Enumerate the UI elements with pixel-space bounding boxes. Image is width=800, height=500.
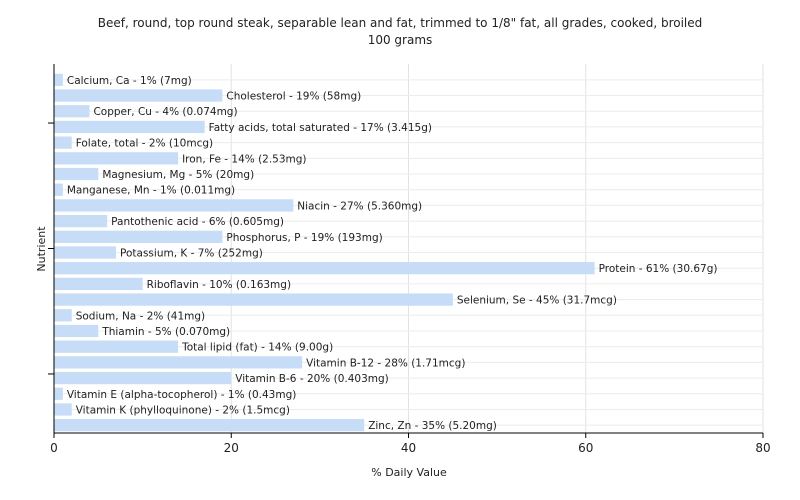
bar-19: [54, 371, 232, 385]
bar-22: [54, 419, 365, 432]
bar-1: [54, 89, 223, 102]
bar-label-11: Potassium, K - 7% (252mg): [120, 248, 263, 260]
bar-label-19: Vitamin B-6 - 20% (0.403mg): [235, 373, 389, 385]
axes: 0 20 40 60 80: [48, 64, 771, 455]
bar-label-2: Copper, Cu - 4% (0.074mg): [93, 106, 237, 118]
bar-5: [54, 152, 179, 165]
bar-4: [54, 136, 72, 149]
bar-label-6: Magnesium, Mg - 5% (20mg): [102, 169, 254, 181]
bar-label-5: Iron, Fe - 14% (2.53mg): [182, 153, 306, 165]
bar-label-0: Calcium, Ca - 1% (7mg): [67, 75, 192, 87]
bar-16: [54, 324, 99, 338]
x-tick-label-1: 20: [224, 441, 239, 455]
bar-label-3: Fatty acids, total saturated - 17% (3.41…: [209, 122, 432, 134]
x-axis-title: % Daily Value: [371, 466, 447, 479]
bar-label-12: Protein - 61% (30.67g): [599, 263, 718, 275]
bar-11: [54, 246, 117, 259]
bar-label-22: Zinc, Zn - 35% (5.20mg): [368, 420, 497, 432]
bar-14: [54, 293, 453, 306]
x-tick-label-3: 60: [578, 441, 593, 455]
bar-label-16: Thiamin - 5% (0.070mg): [101, 326, 230, 338]
bar-13: [54, 277, 143, 291]
bar-label-7: Manganese, Mn - 1% (0.011mg): [67, 185, 235, 197]
bar-6: [54, 167, 99, 181]
bar-label-15: Sodium, Na - 2% (41mg): [76, 310, 205, 322]
bar-label-14: Selenium, Se - 45% (31.7mcg): [457, 295, 617, 307]
bar-0: [54, 73, 63, 86]
bar-10: [54, 230, 223, 243]
bar-label-13: Riboflavin - 10% (0.163mg): [147, 279, 291, 291]
bar-21: [54, 403, 72, 416]
chart-title: Beef, round, top round steak, separable …: [98, 16, 703, 30]
bar-7: [54, 183, 63, 196]
bar-8: [54, 199, 294, 212]
bar-20: [54, 387, 63, 400]
bar-9: [54, 214, 108, 228]
bar-15: [54, 309, 72, 322]
bar-12: [54, 262, 595, 275]
bar-label-4: Folate, total - 2% (10mcg): [76, 138, 213, 150]
bar-label-21: Vitamin K (phylloquinone) - 2% (1.5mcg): [76, 404, 290, 416]
bar-label-10: Phosphorus, P - 19% (193mg): [226, 232, 382, 244]
bar-17: [54, 340, 179, 353]
y-axis-title: Nutrient: [35, 226, 48, 272]
bar-2: [54, 105, 90, 118]
x-tick-label-0: 0: [50, 441, 58, 455]
x-tick-label-4: 80: [755, 441, 770, 455]
bar-label-8: Niacin - 27% (5.360mg): [297, 200, 422, 212]
x-tick-label-2: 40: [401, 441, 416, 455]
bar-label-20: Vitamin E (alpha-tocopherol) - 1% (0.43m…: [67, 389, 296, 401]
bar-label-9: Pantothenic acid - 6% (0.605mg): [111, 216, 284, 228]
bars: Calcium, Ca - 1% (7mg) Cholesterol - 19% …: [54, 73, 718, 432]
bar-label-1: Cholesterol - 19% (58mg): [226, 91, 361, 103]
bar-label-18: Vitamin B-12 - 28% (1.71mcg): [306, 357, 465, 369]
bar-18: [54, 356, 303, 369]
bar-3: [54, 120, 205, 134]
bar-label-17: Total lipid (fat) - 14% (9.00g): [181, 342, 333, 354]
chart-subtitle: 100 grams: [368, 33, 433, 47]
